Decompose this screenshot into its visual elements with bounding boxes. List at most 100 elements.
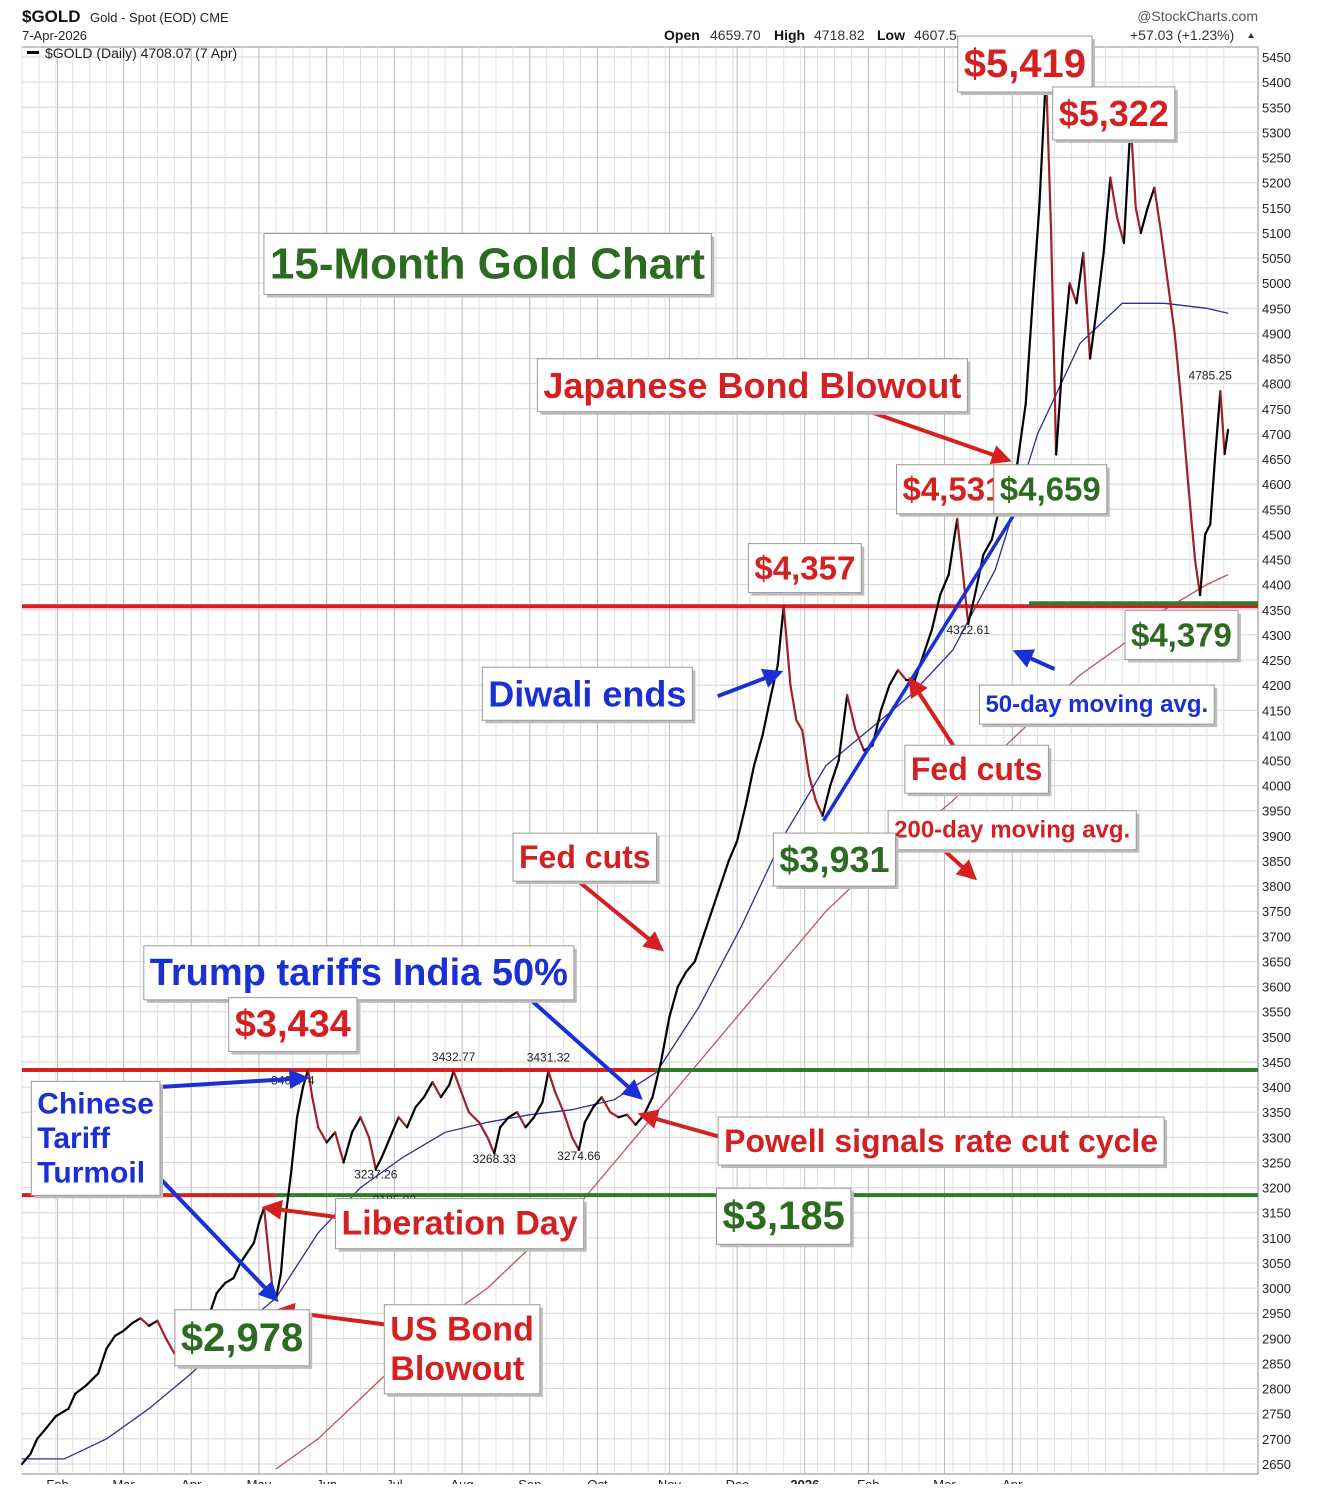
price-segment [795, 719, 804, 732]
callout-box [334, 1198, 585, 1250]
price-segment [232, 1261, 242, 1280]
symbol: $GOLD [22, 7, 81, 26]
annotation-callout: $4,357 [747, 543, 865, 596]
price-segment [1050, 231, 1058, 456]
y-tick-label: 2700 [1262, 1432, 1291, 1447]
price-segment [139, 1317, 151, 1327]
callout-box [895, 464, 1010, 515]
price-segment [380, 1136, 392, 1159]
y-tick-label: 5050 [1262, 251, 1291, 266]
y-tick-label: 3750 [1262, 904, 1291, 919]
price-segment [1198, 533, 1207, 597]
price-segment [829, 759, 840, 787]
price-segment [1024, 302, 1034, 405]
price-segment [74, 1384, 87, 1395]
price-segment [562, 1111, 574, 1139]
y-tick-label: 4100 [1262, 728, 1291, 743]
price-segment [1146, 186, 1156, 209]
price-segment [592, 1096, 603, 1109]
x-tick-label: May [247, 1477, 272, 1484]
price-segment [685, 960, 696, 973]
price-segment [1209, 452, 1217, 526]
price-segment [486, 1136, 496, 1155]
annotation-text: $4,357 [754, 550, 855, 587]
y-tick-label: 5100 [1262, 226, 1291, 241]
price-segment [113, 1329, 125, 1337]
y-tick-label: 4150 [1262, 703, 1291, 718]
price-segment [1075, 251, 1085, 305]
y-tick-label: 4450 [1262, 553, 1291, 568]
annotation-text: Blowout [390, 1350, 524, 1388]
price-segment [789, 684, 798, 722]
price-segment [571, 1136, 580, 1152]
annotation-text: 15-Month Gold Chart [270, 239, 705, 288]
callout-box [143, 945, 575, 1001]
y-tick-label: 2850 [1262, 1356, 1291, 1371]
annotation-arrow [570, 874, 665, 952]
price-segment [854, 729, 866, 752]
y-tick-label: 3700 [1262, 929, 1291, 944]
annotation-text: Fed cuts [911, 751, 1043, 787]
price-segment [626, 1113, 637, 1126]
price-segment [736, 804, 747, 842]
price-segment [389, 1116, 400, 1139]
price-segment [879, 684, 891, 712]
callout-box [383, 1304, 541, 1395]
annotation-callout: Trump tariffs India 50% [143, 945, 577, 1003]
y-tick-label: 5350 [1262, 100, 1291, 115]
price-segment [524, 1116, 536, 1129]
price-segment [956, 517, 965, 576]
annotation-callout: $5,322 [1052, 86, 1178, 143]
y-tick-label: 5150 [1262, 201, 1291, 216]
price-segment [29, 1437, 39, 1456]
price-segment [554, 1091, 565, 1114]
price-segment [1109, 176, 1119, 219]
annotation-callout: 200-day moving avg. [887, 810, 1140, 853]
y-tick-label: 5300 [1262, 125, 1291, 140]
price-segment [1187, 483, 1197, 561]
y-tick-label: 3250 [1262, 1155, 1291, 1170]
price-segment [431, 1080, 443, 1099]
annotation-text: $3,185 [723, 1194, 845, 1238]
y-tick-label: 3200 [1262, 1181, 1291, 1196]
price-segment [801, 729, 811, 777]
price-segment [1160, 231, 1170, 285]
y-tick-label: 2800 [1262, 1382, 1291, 1397]
price-segment [439, 1083, 451, 1099]
price-segment [1102, 176, 1112, 255]
price-point-label: 4785.25 [1189, 369, 1233, 383]
callout-box [887, 810, 1137, 851]
price-segment [367, 1136, 377, 1171]
price-segment [547, 1070, 557, 1094]
y-tick-label: 4600 [1262, 477, 1291, 492]
price-segment [97, 1347, 108, 1375]
annotation-text: Liberation Day [341, 1205, 577, 1243]
price-segment [577, 1121, 586, 1152]
price-segment [807, 774, 817, 802]
price-segment [609, 1111, 620, 1119]
price-point-label: 3237.26 [354, 1168, 398, 1182]
price-segment [532, 1101, 544, 1119]
annotation-text: 50-day moving avg. [985, 691, 1208, 718]
annotation-text: Diwali ends [488, 673, 686, 714]
y-tick-label: 4550 [1262, 502, 1291, 517]
y-tick-label: 2950 [1262, 1306, 1291, 1321]
y-tick-label: 5200 [1262, 176, 1291, 191]
ohlc-high: 4718.82 [814, 27, 865, 43]
annotation-text: 200-day moving avg. [894, 817, 1130, 844]
x-tick-label: Feb [857, 1477, 879, 1484]
price-segment [676, 970, 688, 988]
ohlc-open-label: Open [664, 27, 700, 43]
callout-box [174, 1309, 310, 1367]
y-tick-label: 5250 [1262, 151, 1291, 166]
price-segment [1068, 282, 1078, 305]
price-segment [334, 1131, 345, 1164]
y-tick-label: 4750 [1262, 402, 1291, 417]
callout-box [904, 744, 1049, 794]
x-tick-label: Mar [112, 1477, 135, 1484]
x-tick-label: Jun [316, 1477, 337, 1484]
price-segment [1219, 389, 1226, 456]
price-segment [84, 1372, 100, 1388]
y-tick-label: 3150 [1262, 1206, 1291, 1221]
